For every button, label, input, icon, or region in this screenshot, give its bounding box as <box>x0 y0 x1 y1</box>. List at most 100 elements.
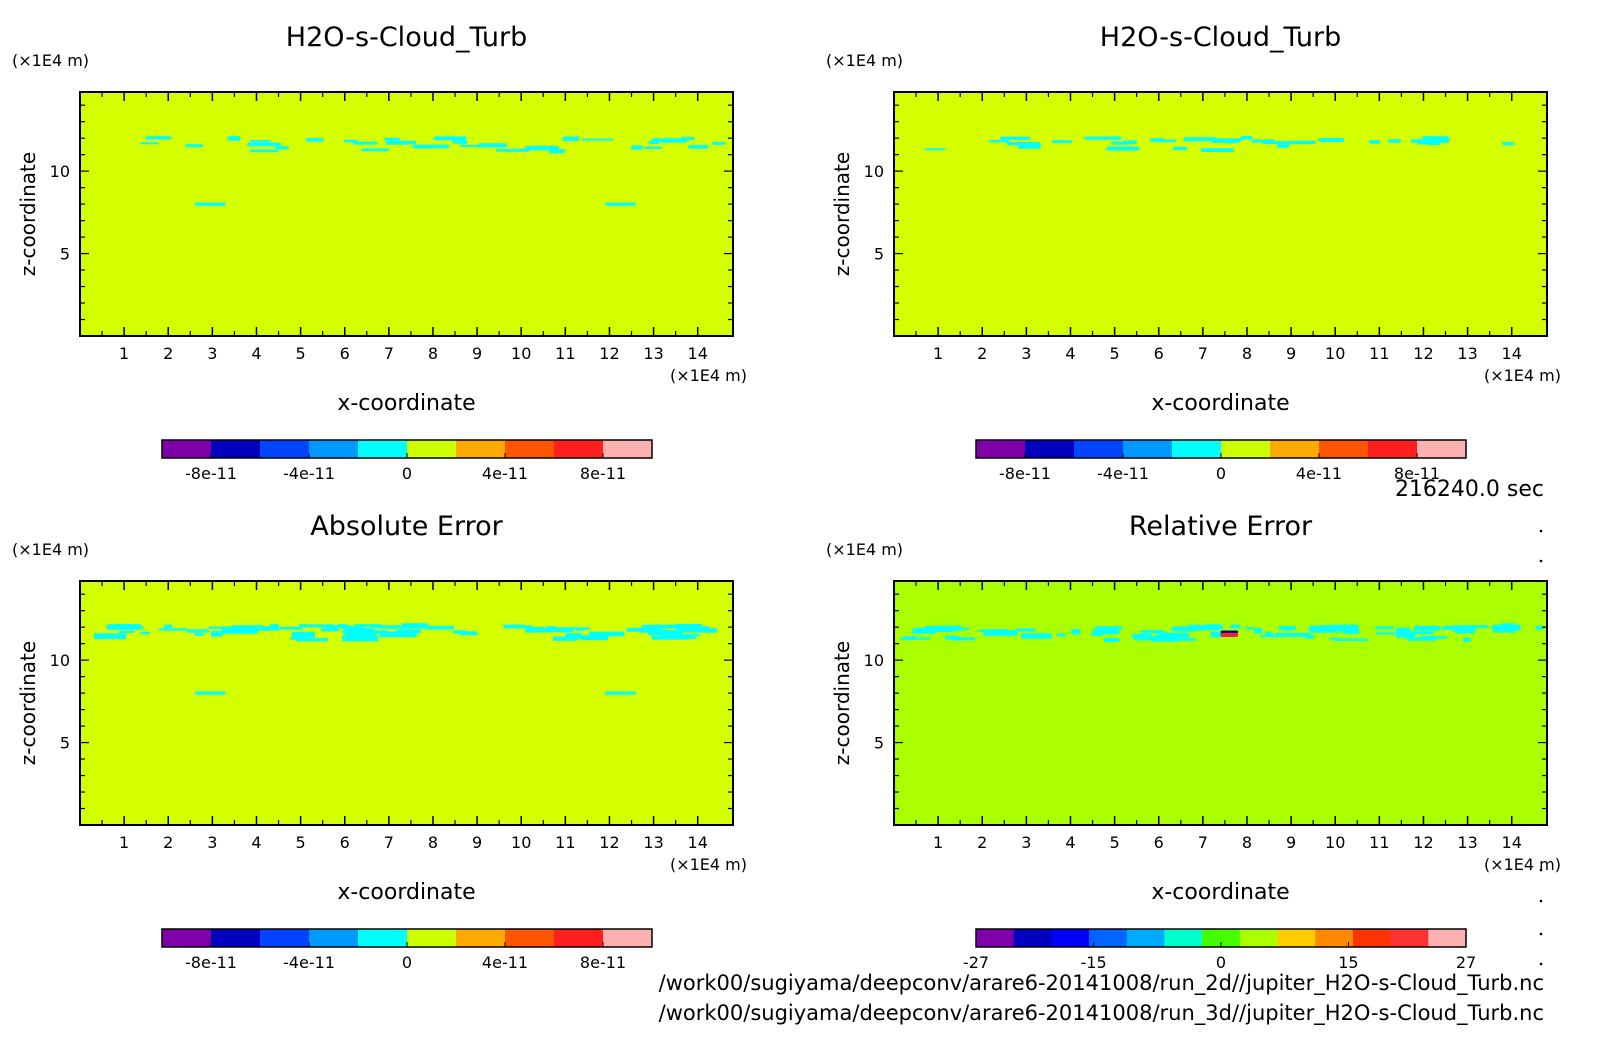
x-tick-label: 11 <box>555 344 575 363</box>
field-patch <box>683 628 718 633</box>
x-tick-label: 12 <box>599 833 619 852</box>
field-patch <box>352 141 378 145</box>
x-tick-label: 14 <box>1502 344 1522 363</box>
field-feature <box>605 691 636 695</box>
field-patch <box>140 631 151 635</box>
field-patch <box>140 142 159 145</box>
panel-top-left: H2O-s-Cloud_Turb(×1E4 m)1 2 3 4 5 6 7 8 9 10 11 12 1… <box>12 22 747 483</box>
x-tick-label: 7 <box>384 833 394 852</box>
x-tick-label: 4 <box>251 344 261 363</box>
file-path-1: /work00/sugiyama/deepconv/arare6-2014100… <box>659 971 1544 996</box>
field-patch <box>247 142 282 147</box>
colorbar-tick-label: 0 <box>402 953 412 972</box>
x-tick-label: 6 <box>1154 833 1164 852</box>
colorbar-tick-label: -8e-11 <box>185 953 237 972</box>
colorbar-swatch <box>407 929 457 947</box>
field-patch <box>1396 632 1415 638</box>
colorbar-tick-label: 4e-11 <box>482 464 528 483</box>
colorbar-swatch <box>456 929 506 947</box>
field-patch <box>1244 627 1254 630</box>
colorbar-swatch <box>1270 440 1320 458</box>
colorbar-tick-label: 4e-11 <box>482 953 528 972</box>
field-patch <box>295 637 328 642</box>
field-patch <box>1016 628 1036 632</box>
colorbar-tick-label: 27 <box>1456 953 1476 972</box>
field-patch <box>459 631 478 636</box>
field-patch <box>630 145 643 150</box>
x-tick-label: 11 <box>555 833 575 852</box>
field-patch <box>1093 627 1108 630</box>
field-patch <box>687 634 696 640</box>
panel-bottom-left: Absolute Error(×1E4 m)1 2 3 4 5 6 7 8 9 10 11 12 13 1… <box>12 511 747 972</box>
field-patch <box>1417 140 1439 145</box>
field-patch <box>383 137 401 141</box>
colorbar-swatch <box>407 440 457 458</box>
x-tick-label: 14 <box>688 833 708 852</box>
field-patch <box>305 138 324 142</box>
colorbar-tick-label: 8e-11 <box>1394 464 1440 483</box>
field-patch <box>1395 627 1411 634</box>
field-feature <box>605 202 636 206</box>
field-patch <box>1158 632 1190 638</box>
field-patch <box>158 628 189 631</box>
field-patch <box>118 630 135 633</box>
colorbar-tick-label: 0 <box>1216 464 1226 483</box>
colorbar-tick-label: -4e-11 <box>1097 464 1149 483</box>
field-feature <box>1220 632 1239 638</box>
field-patch <box>1462 637 1471 642</box>
x-tick-label: 3 <box>207 833 217 852</box>
field-patch <box>925 148 946 151</box>
y-tick-label: 5 <box>874 245 884 264</box>
colorbar-swatch <box>1164 929 1203 947</box>
time-label: 216240.0 sec <box>1395 477 1544 502</box>
field-patch <box>1320 625 1333 629</box>
field-patch <box>1172 626 1199 632</box>
colorbar-swatch <box>1239 929 1279 947</box>
field-feature <box>194 691 226 695</box>
field-patch <box>644 146 663 149</box>
field-patch <box>452 140 468 144</box>
x-tick-label: 5 <box>1110 833 1120 852</box>
x-tick-label: 2 <box>977 344 987 363</box>
x-unit-label: (×1E4 m) <box>670 855 747 874</box>
x-tick-label: 7 <box>1198 833 1208 852</box>
field-patch <box>227 136 241 141</box>
x-tick-label: 10 <box>511 344 531 363</box>
field-patch <box>361 148 390 152</box>
field-patch <box>1251 139 1275 143</box>
chart-title: H2O-s-Cloud_Turb <box>1100 22 1341 53</box>
field-patch <box>342 625 365 628</box>
field-patch <box>433 136 467 141</box>
colorbar-swatch <box>1277 929 1316 947</box>
x-axis-label: x-coordinate <box>1151 880 1289 905</box>
x-tick-label: 8 <box>428 344 438 363</box>
field-patch <box>1292 140 1316 145</box>
field-patch <box>1502 141 1514 146</box>
y-tick-label: 10 <box>50 162 70 181</box>
plot-frame <box>79 580 734 826</box>
x-tick-label: 1 <box>119 833 129 852</box>
field-patch <box>249 149 279 153</box>
field-feature <box>194 202 226 206</box>
x-tick-label: 8 <box>1242 833 1252 852</box>
field-patch <box>279 626 303 630</box>
colorbar-swatch <box>976 440 1026 458</box>
field-patch <box>541 627 570 633</box>
x-tick-label: 13 <box>1457 833 1477 852</box>
x-tick-label: 1 <box>933 344 943 363</box>
field-patch <box>944 635 960 640</box>
colorbar-swatch <box>211 440 261 458</box>
x-tick-label: 7 <box>384 344 394 363</box>
field-patch <box>208 626 244 629</box>
x-tick-label: 4 <box>1065 344 1075 363</box>
y-unit-label: (×1E4 m) <box>826 540 903 559</box>
field-patch <box>1275 633 1311 637</box>
x-tick-label: 9 <box>472 344 482 363</box>
x-tick-label: 5 <box>296 344 306 363</box>
field-patch <box>325 625 339 632</box>
x-tick-label: 9 <box>1286 344 1296 363</box>
colorbar-swatch <box>505 440 555 458</box>
field-patch <box>1224 139 1236 144</box>
field-patch <box>1253 628 1263 634</box>
colorbar-tick-label: 0 <box>1216 953 1226 972</box>
